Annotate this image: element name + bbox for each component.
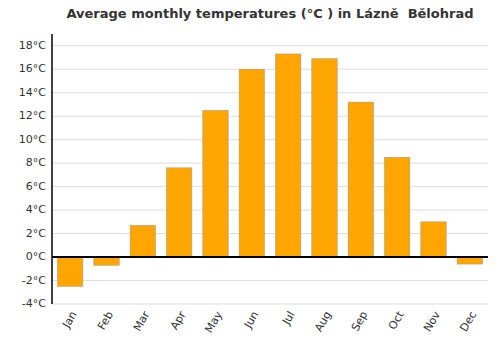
x-tick-label: Feb [95, 309, 116, 332]
grid-line [52, 45, 488, 46]
grid-line [52, 139, 488, 140]
y-tick-label: 10°C [19, 133, 46, 146]
grid-line [52, 304, 488, 305]
y-tick-label: 16°C [19, 62, 46, 75]
y-tick-label: -4°C [22, 297, 46, 310]
grid-line [52, 186, 488, 187]
x-tick-label: Mar [131, 309, 153, 334]
y-tick-labels: -4°C -2°C 0°C 2°C 4°C 6°C 8°C 10°C 12°C 14°C 16°C 1… [19, 39, 46, 310]
y-tick-label: 2°C [26, 227, 46, 240]
bar [130, 225, 155, 257]
grid-line [52, 210, 488, 211]
x-tick-label: Sep [349, 309, 371, 333]
bar [384, 157, 409, 257]
zero-line [52, 256, 488, 258]
x-tick-label: Jan [59, 309, 79, 331]
chart: -4°C -2°C 0°C 2°C 4°C 6°C 8°C 10°C 12°C 14°C 16°C 1… [0, 0, 500, 350]
x-tick-label: Apr [168, 309, 189, 332]
y-tick-label: 0°C [26, 250, 46, 263]
grid-line [52, 257, 488, 258]
x-tick-label: Aug [312, 309, 334, 334]
x-tick-label: Jul [279, 309, 297, 328]
bar [94, 257, 119, 265]
grid-line [52, 92, 488, 93]
x-tick-label: May [202, 309, 225, 336]
x-tick-label: Oct [386, 308, 407, 332]
y-tick-label: 4°C [26, 203, 46, 216]
y-tick-label: 18°C [19, 39, 46, 52]
x-tick-label: Dec [457, 309, 479, 334]
bar [203, 110, 228, 257]
bar [275, 54, 300, 257]
x-tick-labels: Jan Feb Mar Apr May Jun Jul Aug Sep Oct Nov Dec [59, 308, 479, 335]
y-tick-label: -2°C [22, 274, 46, 287]
bar [457, 257, 482, 264]
bar [57, 257, 82, 286]
y-tick-label: 12°C [19, 109, 46, 122]
bar [312, 59, 337, 257]
bar [166, 168, 191, 257]
bar [421, 222, 446, 257]
grid-line [52, 280, 488, 281]
x-tick-label: Jun [241, 309, 261, 331]
bar [348, 102, 373, 257]
grid-line [52, 69, 488, 70]
y-axis-line [51, 34, 53, 304]
x-tick-label: Nov [421, 309, 443, 335]
bars [57, 54, 482, 286]
grid-line [52, 163, 488, 164]
y-tick-label: 6°C [26, 180, 46, 193]
grid-line [52, 116, 488, 117]
title: Average monthly temperatures (°C ) in Lá… [66, 6, 473, 21]
y-tick-label: 8°C [26, 156, 46, 169]
y-tick-label: 14°C [19, 86, 46, 99]
bar [239, 69, 264, 257]
grid [52, 46, 488, 304]
